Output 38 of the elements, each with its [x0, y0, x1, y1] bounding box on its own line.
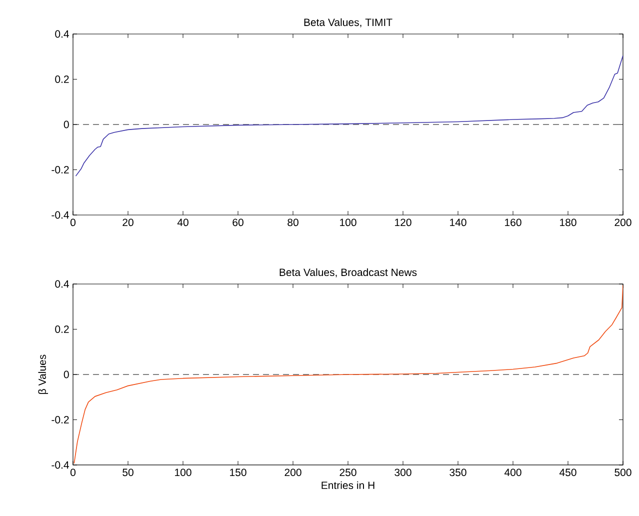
y-tick-label: -0.2 [52, 416, 69, 424]
x-tick-label: 20 [122, 218, 134, 226]
line-series [74, 284, 623, 464]
x-tick-label: 400 [504, 468, 522, 476]
x-tick-label: 150 [230, 468, 246, 476]
y-tick-label: 0.2 [55, 76, 69, 83]
y-axis-title: β Values [38, 354, 48, 394]
x-tick-label: 350 [450, 468, 466, 476]
x-tick-label: 160 [505, 218, 522, 226]
x-tick-label: 500 [614, 468, 632, 476]
x-tick-label: 180 [560, 218, 576, 226]
x-tick-label: 200 [614, 218, 632, 226]
x-tick-label: 250 [340, 468, 356, 476]
y-tick-label: -0.4 [52, 211, 69, 219]
x-tick-label: 100 [175, 468, 192, 476]
y-tick-label: 0.2 [55, 326, 69, 333]
y-tick-label: 0 [64, 370, 69, 378]
line-series [75, 55, 623, 176]
y-tick-label: 0.4 [55, 30, 69, 38]
chart-title: Beta Values, TIMIT [304, 18, 392, 28]
x-tick-label: 50 [122, 468, 134, 476]
x-tick-label: 200 [284, 468, 302, 476]
y-tick-label: -0.4 [52, 461, 69, 469]
x-tick-label: 60 [232, 218, 244, 226]
x-tick-label: 140 [450, 218, 466, 226]
y-tick-label: 0.4 [55, 280, 69, 288]
x-tick-label: 40 [177, 218, 188, 226]
x-tick-label: 120 [395, 218, 412, 226]
x-tick-label: 0 [70, 218, 76, 226]
y-tick-label: -0.2 [52, 166, 69, 174]
x-tick-label: 80 [288, 218, 298, 226]
x-axis-title: Entries in H [322, 481, 374, 490]
x-tick-label: 450 [559, 468, 576, 476]
y-tick-label: 0 [64, 120, 69, 128]
chart-title: Beta Values, Broadcast News [280, 268, 417, 278]
x-tick-label: 300 [394, 468, 412, 476]
x-tick-label: 0 [70, 468, 76, 476]
x-tick-label: 100 [340, 218, 356, 226]
